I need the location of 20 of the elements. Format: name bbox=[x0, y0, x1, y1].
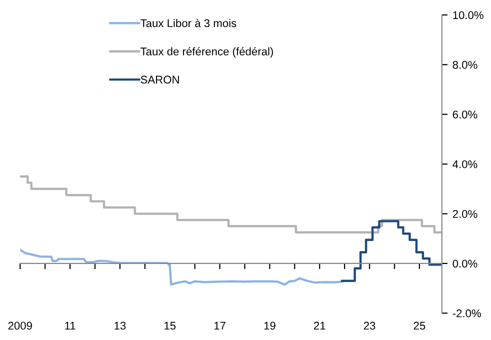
y-tick-label: 10.0% bbox=[453, 11, 484, 20]
x-tick-label: 21 bbox=[314, 322, 326, 330]
legend-label: Taux Libor à 3 mois bbox=[140, 18, 236, 28]
x-tick-label: 2009 bbox=[8, 322, 32, 330]
x-tick-label: 23 bbox=[364, 322, 376, 330]
x-tick-label: 19 bbox=[264, 322, 276, 330]
y-tick-label: 0.0% bbox=[452, 260, 478, 268]
y-tick-label: -2.0% bbox=[452, 309, 481, 318]
x-tick-label: 15 bbox=[164, 322, 176, 330]
y-tick-label: 8.0% bbox=[452, 60, 478, 69]
y-tick-label: 4.0% bbox=[452, 160, 478, 168]
x-tick-label: 17 bbox=[214, 322, 226, 330]
x-tick-label: 11 bbox=[65, 322, 76, 330]
y-tick-label: 2.0% bbox=[452, 210, 478, 218]
line-series bbox=[20, 248, 344, 286]
legend-label: Taux de référence (fédéral) bbox=[140, 47, 273, 58]
y-tick-label: 6.0% bbox=[452, 110, 478, 118]
legend-label: SARON bbox=[140, 76, 179, 84]
x-tick-label: 25 bbox=[414, 322, 426, 330]
x-tick-label: 13 bbox=[114, 322, 126, 330]
